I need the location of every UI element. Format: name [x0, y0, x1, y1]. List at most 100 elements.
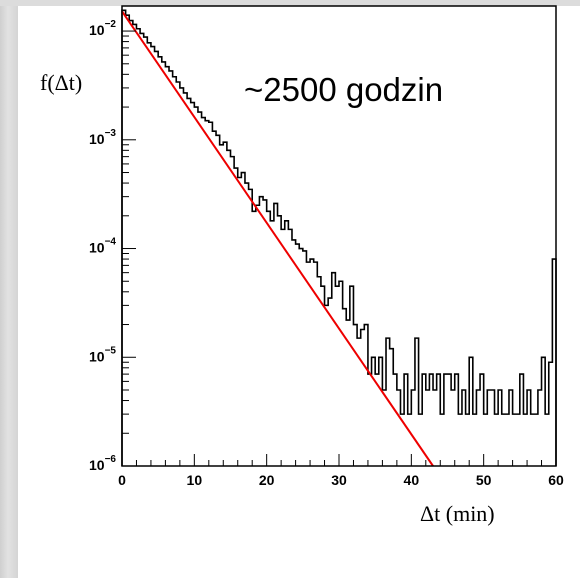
histogram-bin [335, 286, 339, 466]
histogram-bin [433, 390, 437, 466]
histogram-bin [169, 71, 173, 466]
histogram-bin [375, 374, 379, 466]
histogram-bin [263, 200, 267, 466]
x-tick-label: 0 [118, 472, 126, 488]
histogram-bin [147, 43, 151, 466]
histogram-bin [444, 374, 448, 466]
histogram-bin [382, 390, 386, 466]
x-tick-label: 50 [476, 472, 492, 488]
histogram-bin [259, 197, 263, 466]
histogram-bin [462, 390, 466, 466]
histogram-bin [183, 93, 187, 466]
histogram-bin [288, 229, 292, 466]
histogram-bin [140, 33, 144, 466]
histogram-bin [285, 221, 289, 466]
histogram-bin [249, 189, 253, 466]
histogram-bin [317, 277, 321, 466]
histogram-bin [353, 325, 357, 466]
histogram-bin [527, 390, 531, 466]
histogram-bin [451, 390, 455, 466]
histogram-bin [498, 390, 502, 466]
histogram-bin [495, 414, 499, 466]
histogram-bin [487, 390, 491, 466]
histogram-bin [270, 221, 274, 466]
x-axis-label: Δt (min) [420, 501, 495, 526]
histogram-bin [469, 357, 473, 466]
histogram-bin [227, 150, 231, 466]
histogram-bin [187, 98, 191, 466]
histogram-bin [520, 374, 524, 466]
histogram-bin [364, 325, 368, 466]
histogram-bin [448, 374, 452, 466]
y-tick-label: 10−5 [89, 345, 116, 364]
histogram-series [121, 9, 557, 466]
histogram-bin [513, 414, 517, 466]
histogram-bin [223, 142, 227, 466]
histogram-bin [245, 183, 249, 466]
histogram-bin [162, 62, 166, 466]
histogram-bin [350, 286, 354, 466]
histogram-bin [256, 205, 260, 466]
x-tick-label: 30 [331, 472, 347, 488]
histogram-bin [205, 121, 209, 466]
histogram-bin [332, 273, 336, 466]
histogram-bin [136, 29, 140, 466]
histogram-bin [502, 414, 506, 466]
y-tick-label: 10−6 [89, 454, 116, 473]
y-axis-label: f(Δt) [40, 70, 82, 95]
histogram-bin [202, 118, 206, 466]
histogram-bin [325, 305, 329, 466]
histogram-bin [299, 249, 303, 466]
histogram-bin [549, 362, 553, 466]
histogram-bin [368, 374, 372, 466]
y-tick-label: 10−3 [89, 128, 116, 147]
histogram-bin [534, 414, 538, 466]
histogram-bin [480, 374, 484, 466]
axis-ticks: 0 10 20 30 40 50 60 10−2 10−3 10−4 10−5 10−6 [89, 19, 564, 488]
histogram-bin [473, 414, 477, 466]
histogram-bin [165, 67, 169, 466]
histogram-bin [180, 88, 184, 466]
histogram-bin [173, 77, 177, 466]
histogram-bin [339, 281, 343, 466]
histogram-bin [419, 414, 423, 466]
histogram-bin [144, 37, 148, 466]
histogram-bin [158, 57, 162, 466]
histogram-bin [176, 82, 180, 466]
x-tick-label: 10 [187, 472, 203, 488]
histogram-bin [372, 357, 376, 466]
histogram-bin [234, 168, 238, 466]
histogram-bin [198, 112, 202, 466]
histogram-bin [126, 15, 130, 466]
histogram-bin [542, 357, 546, 466]
histogram-bin [379, 357, 383, 466]
histogram-bin [328, 298, 332, 466]
histogram-bin [252, 211, 256, 466]
histogram-bin [397, 390, 401, 466]
histogram-bin [411, 390, 415, 466]
histogram-bin [292, 240, 296, 466]
histogram-bin [151, 47, 155, 466]
histogram-bin [209, 122, 213, 466]
chart-annotation: ~2500 godzin [244, 71, 443, 108]
exponential-fit-line [121, 10, 434, 467]
histogram-bin [523, 414, 527, 466]
histogram-bin [216, 135, 220, 466]
histogram-bin [429, 374, 433, 466]
histogram-bin [531, 414, 535, 466]
histogram-bin [484, 414, 488, 466]
histogram-bin [361, 330, 365, 466]
slide-background-top-strip [0, 0, 580, 6]
histogram-bin [509, 390, 513, 466]
histogram-bin [281, 229, 285, 466]
histogram-bin [278, 216, 282, 466]
histogram-bin [306, 262, 310, 466]
histogram-bin [267, 211, 271, 466]
x-tick-label: 20 [259, 472, 275, 488]
histogram-bin [274, 203, 278, 466]
histogram-bin [220, 145, 224, 466]
histogram-bin [133, 24, 137, 466]
histogram-bin [303, 251, 307, 466]
histogram-bin [393, 374, 397, 466]
